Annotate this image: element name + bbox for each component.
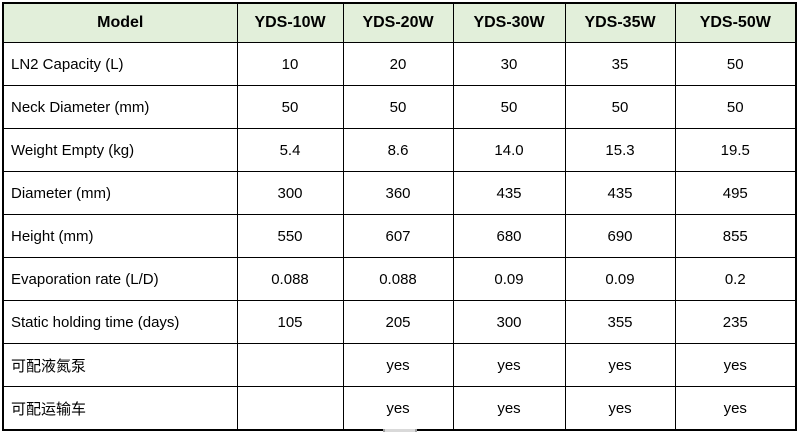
cell: 0.088 [342,257,454,301]
cell: yes [674,386,797,431]
col-header-model: Model [2,2,238,43]
cell: 205 [342,300,454,344]
cell: 435 [564,171,676,215]
cell: 50 [564,85,676,129]
cell: 435 [452,171,566,215]
col-header-yds-50w: YDS-50W [674,2,797,43]
cell: 14.0 [452,128,566,172]
col-header-yds-30w: YDS-30W [452,2,566,43]
cell: yes [674,343,797,387]
row-label: Neck Diameter (mm) [2,85,238,129]
col-header-yds-35w: YDS-35W [564,2,676,43]
col-header-yds-20w: YDS-20W [342,2,454,43]
cell: yes [342,343,454,387]
row-label: 可配运输车 [2,386,238,431]
cell: 50 [674,85,797,129]
cell: 300 [236,171,344,215]
cell [236,386,344,431]
cell: 50 [452,85,566,129]
cell: 680 [452,214,566,258]
table-row-height: Height (mm) 550 607 680 690 855 [2,214,797,258]
cell: 0.09 [452,257,566,301]
table-row-ln2-pump-option: 可配液氮泵 yes yes yes yes [2,343,797,387]
row-label: Height (mm) [2,214,238,258]
cell: 607 [342,214,454,258]
cell: 495 [674,171,797,215]
table-row-evaporation-rate: Evaporation rate (L/D) 0.088 0.088 0.09 … [2,257,797,301]
header-row: Model YDS-10W YDS-20W YDS-30W YDS-35W YD… [2,2,797,43]
cell: 0.09 [564,257,676,301]
row-label: Evaporation rate (L/D) [2,257,238,301]
cell: 50 [674,42,797,86]
row-label: Static holding time (days) [2,300,238,344]
cell: yes [452,386,566,431]
cell: 50 [342,85,454,129]
table-row-diameter: Diameter (mm) 300 360 435 435 495 [2,171,797,215]
row-label: LN2 Capacity (L) [2,42,238,86]
cell: 105 [236,300,344,344]
cell: 50 [236,85,344,129]
table-row-transport-cart-option: 可配运输车 yes yes yes yes [2,386,797,431]
cell: 855 [674,214,797,258]
cell: yes [342,386,454,431]
cell: 10 [236,42,344,86]
table-row-weight-empty: Weight Empty (kg) 5.4 8.6 14.0 15.3 19.5 [2,128,797,172]
table-row-ln2-capacity: LN2 Capacity (L) 10 20 30 35 50 [2,42,797,86]
cell: 35 [564,42,676,86]
cell: 690 [564,214,676,258]
cell: 15.3 [564,128,676,172]
row-label: 可配液氮泵 [2,343,238,387]
cell: 5.4 [236,128,344,172]
cell: 235 [674,300,797,344]
cell: 30 [452,42,566,86]
table-row-neck-diameter: Neck Diameter (mm) 50 50 50 50 50 [2,85,797,129]
cell: 355 [564,300,676,344]
col-header-yds-10w: YDS-10W [236,2,344,43]
cell: yes [564,343,676,387]
row-label: Diameter (mm) [2,171,238,215]
cell: 20 [342,42,454,86]
row-label: Weight Empty (kg) [2,128,238,172]
cell: yes [564,386,676,431]
cell: 360 [342,171,454,215]
cell: 550 [236,214,344,258]
cell: 19.5 [674,128,797,172]
cell: 8.6 [342,128,454,172]
cell: 0.088 [236,257,344,301]
cell: 0.2 [674,257,797,301]
cell: yes [452,343,566,387]
cell [236,343,344,387]
cell: 300 [452,300,566,344]
table-row-static-holding-time: Static holding time (days) 105 205 300 3… [2,300,797,344]
